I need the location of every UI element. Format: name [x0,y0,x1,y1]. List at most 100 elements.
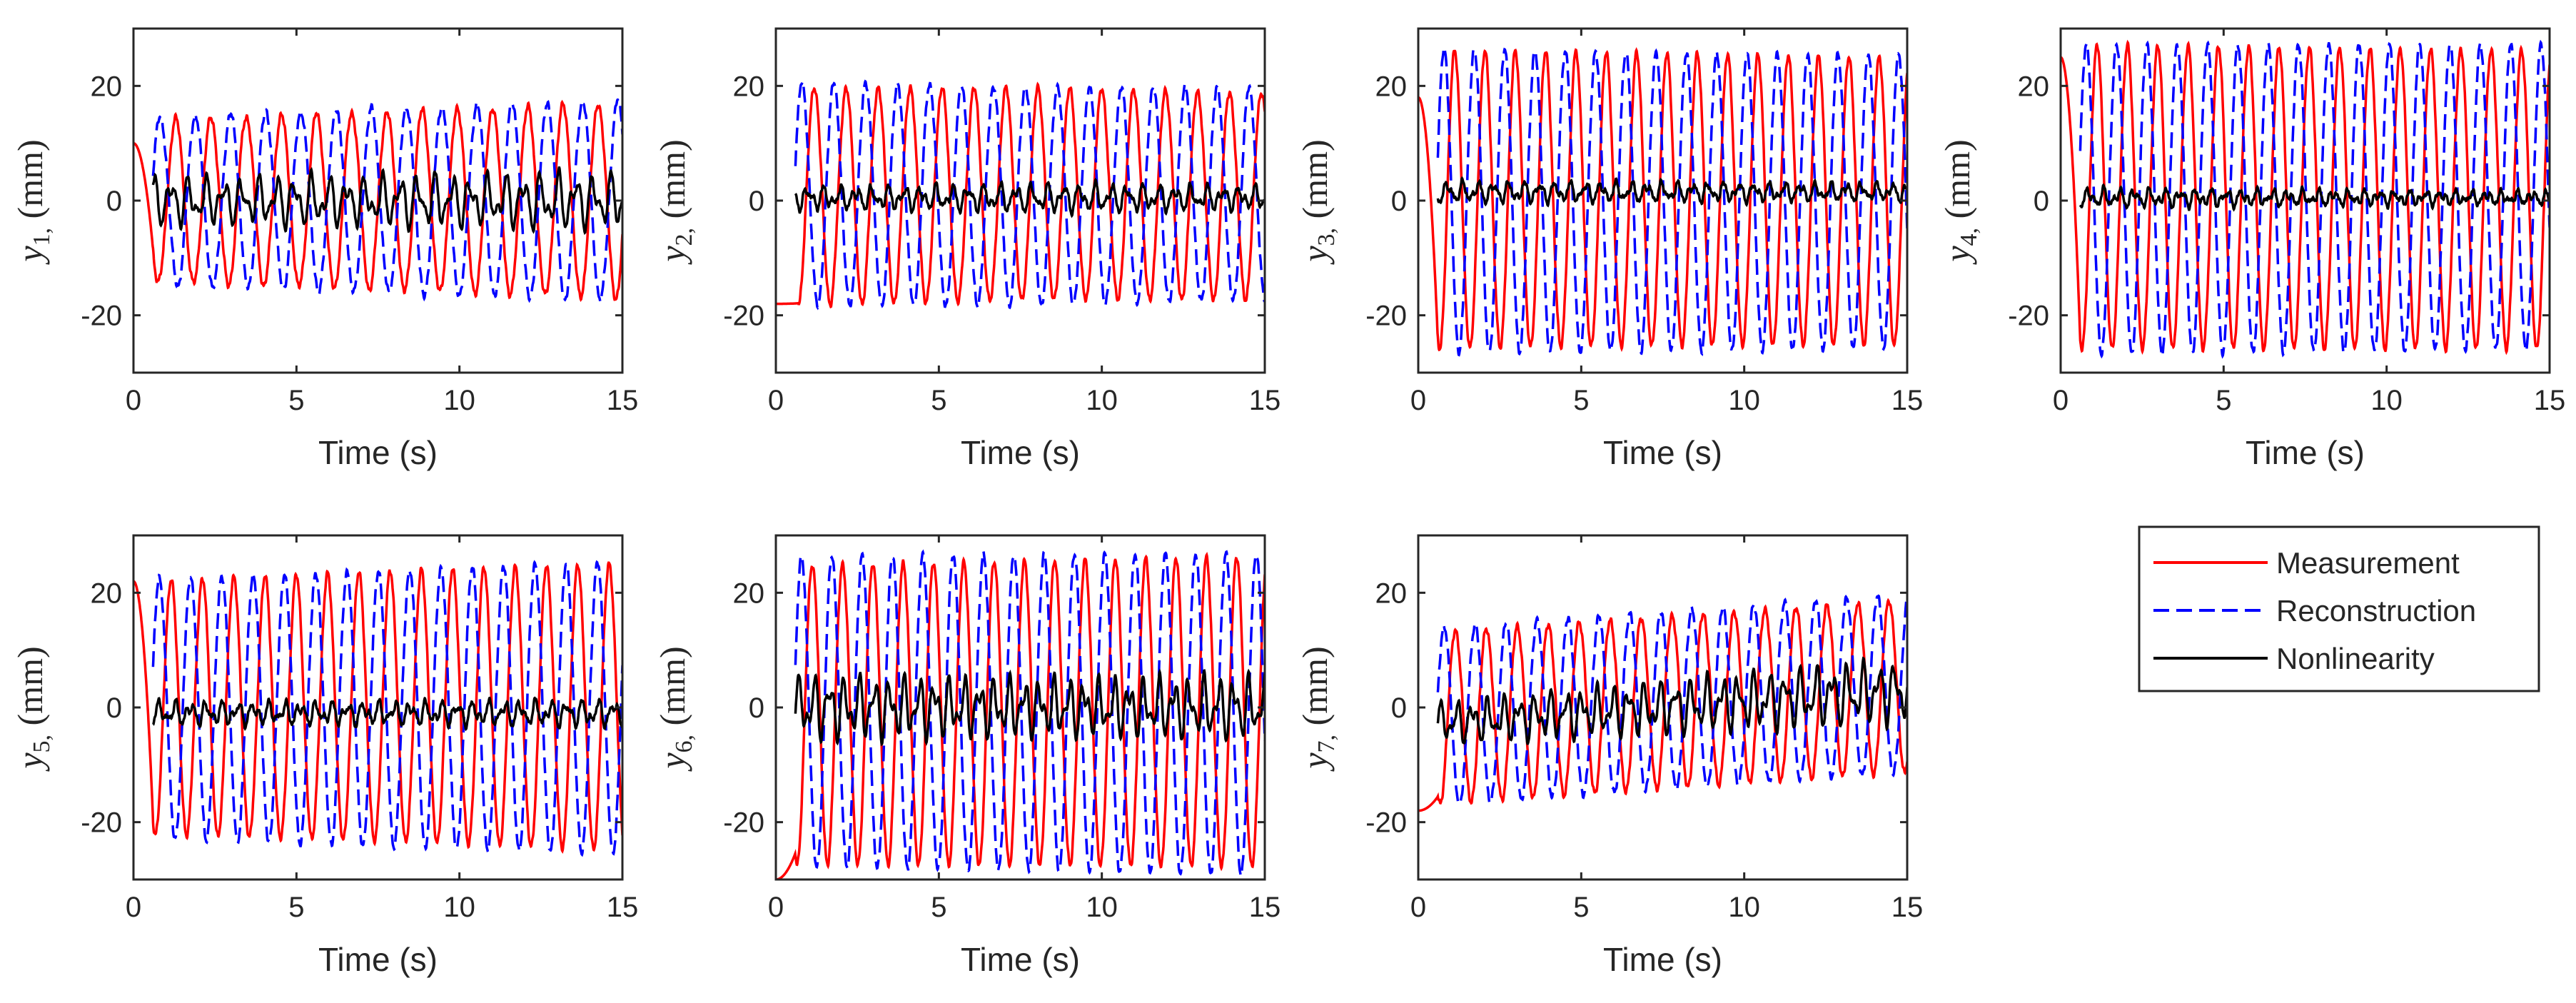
y-axis-label: y5, (mm) [10,646,55,772]
series-nonlinearity [151,166,622,236]
x-axis-label: Time (s) [1603,941,1722,978]
subplot-5: 0 5 10 15 -20 0 20 Time (s) y5, (mm) [10,534,639,978]
x-axis-label: Time (s) [318,434,438,471]
x-tick-label: 5 [931,385,946,416]
y-axis-label-var: y [10,246,50,266]
y-tick-label: 20 [1375,578,1408,609]
x-tick-label: 0 [126,385,141,416]
y-axis-label-var: y [652,752,692,772]
y-axis-label-sub: 6, [671,735,697,753]
series-measurement [1418,46,1907,353]
legend: Measurement Reconstruction Nonlinearity [2138,525,2540,692]
subplot-4: 0 5 10 15 -20 0 20 Time (s) y4, (mm) [1937,27,2565,471]
series-nonlinearity [1436,176,1907,208]
subplot-6: 0 5 10 15 -20 0 20 Time (s) y6, (mm) [652,534,1281,978]
x-tick-label: 15 [607,892,639,923]
x-axis-label: Time (s) [2246,434,2365,471]
y-axis-label: y2, (mm) [652,139,697,265]
series-reconstruction [151,98,622,305]
x-tick-label: 10 [1086,385,1118,416]
y-axis-label: y3, (mm) [1295,139,1340,265]
y-axis-label-unit: (mm) [1937,139,1977,228]
y-axis-label-var: y [652,246,692,266]
y-axis-label-unit: (mm) [1295,646,1335,735]
series-measurement [776,552,1265,879]
x-tick-label: 0 [768,385,784,416]
y-tick-label: -20 [1365,301,1407,332]
y-tick-label: 20 [91,71,123,102]
x-tick-label: 15 [1891,385,1924,416]
y-axis-label-unit: (mm) [10,139,50,228]
series-reconstruction [151,560,622,857]
y-axis-label-sub: 2, [671,228,697,246]
x-tick-label: 15 [1891,892,1924,923]
series-measurement [133,99,622,303]
y-tick-label: -20 [81,807,122,839]
legend-label-reconstruction: Reconstruction [2276,594,2476,627]
y-tick-label: 20 [733,578,765,609]
y-tick-label: 0 [1391,692,1407,724]
y-tick-label: 20 [733,71,765,102]
x-axis-label: Time (s) [961,434,1080,471]
x-tick-label: 0 [126,892,141,923]
y-axis-label-var: y [1295,246,1335,266]
x-tick-label: 10 [1728,892,1760,923]
series-reconstruction [1436,46,1907,357]
y-axis-label-unit: (mm) [1295,139,1335,228]
x-tick-label: 10 [1728,385,1760,416]
y-axis-label-unit: (mm) [652,646,692,735]
x-tick-label: 15 [607,385,639,416]
series-reconstruction [794,549,1265,879]
x-tick-label: 10 [443,385,475,416]
y-tick-label: -20 [723,807,764,839]
x-tick-label: 5 [2216,385,2231,416]
series-nonlinearity [794,177,1265,218]
series-group [133,98,622,305]
series-nonlinearity [152,696,622,732]
y-tick-label: 20 [1375,71,1408,102]
y-axis-label-var: y [10,752,50,772]
x-tick-label: 10 [1086,892,1118,923]
y-axis-label: y6, (mm) [652,646,697,772]
y-axis-label-sub: 4, [1956,228,1982,246]
y-tick-label: 20 [2018,71,2050,102]
subplot-2: 0 5 10 15 -20 0 20 Time (s) y2, (mm) [652,27,1281,471]
y-tick-label: -20 [723,301,764,332]
subplot-7: 0 5 10 15 -20 0 20 Time (s) y7, (mm) [1295,534,1924,978]
legend-label-measurement: Measurement [2276,546,2460,580]
x-tick-label: 15 [1249,385,1281,416]
series-nonlinearity [794,668,1265,747]
y-tick-label: 0 [1391,186,1407,217]
y-tick-label: 0 [106,692,122,724]
x-tick-label: 10 [443,892,475,923]
x-tick-label: 5 [931,892,946,923]
y-axis-label-sub: 1, [29,228,55,246]
y-axis-label: y1, (mm) [10,139,55,265]
subplot-1: 0 5 10 15 -20 0 20 Time (s) y1, (mm) [10,27,639,471]
legend-label-nonlinearity: Nonlinearity [2276,642,2435,675]
y-tick-label: 0 [749,186,764,217]
y-axis-label-unit: (mm) [652,139,692,228]
y-axis-label-var: y [1937,246,1977,266]
x-axis-label: Time (s) [961,941,1080,978]
y-axis-label: y7, (mm) [1295,646,1340,772]
series-group [776,549,1265,879]
y-tick-label: -20 [2008,301,2049,332]
x-tick-label: 5 [1573,892,1589,923]
x-axis-label: Time (s) [1603,434,1722,471]
x-tick-label: 0 [768,892,784,923]
x-tick-label: 5 [1573,385,1589,416]
series-measurement [1418,598,1907,812]
x-tick-label: 10 [2370,385,2403,416]
series-nonlinearity [1436,656,1907,745]
series-group [133,560,622,857]
y-axis-label: y4, (mm) [1937,139,1982,265]
series-group [1418,46,1907,357]
x-tick-label: 0 [2053,385,2069,416]
series-measurement [2061,39,2550,356]
y-tick-label: 20 [91,578,123,609]
subplot-3: 0 5 10 15 -20 0 20 Time (s) y3, (mm) [1295,27,1924,471]
y-axis-label-sub: 7, [1313,735,1340,753]
y-axis-label-sub: 3, [1313,228,1340,246]
